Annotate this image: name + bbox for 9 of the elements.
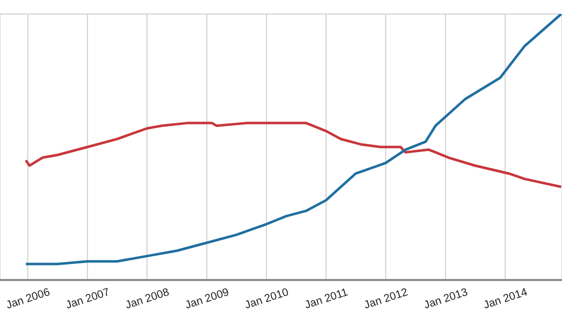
x-tick-label: Jan 2010	[243, 286, 290, 312]
x-tick-label: Jan 2012	[362, 286, 410, 312]
x-tick-label: Jan 2014	[482, 286, 529, 312]
x-tick-label: Jan 2007	[64, 286, 112, 312]
x-tick-label: Jan 2013	[422, 286, 470, 312]
x-tick-label: Jan 2009	[184, 286, 231, 312]
x-tick-label: Jan 2011	[303, 286, 350, 312]
x-tick-label: Jan 2008	[124, 286, 171, 312]
x-tick-label: Jan 2006	[4, 286, 52, 312]
